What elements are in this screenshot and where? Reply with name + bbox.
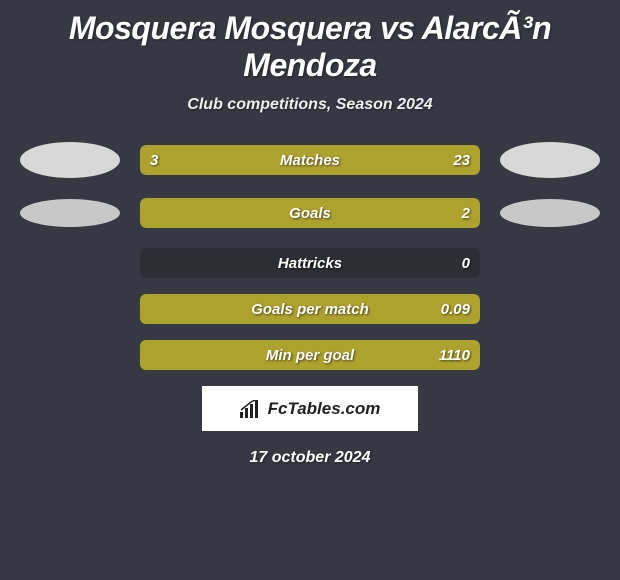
player-avatar-right (500, 142, 600, 178)
stat-value-right: 23 (453, 145, 470, 175)
player-avatar-right (500, 199, 600, 227)
subtitle: Club competitions, Season 2024 (0, 96, 620, 114)
stat-value-right: 2 (462, 198, 470, 228)
stats-area: 3Matches23 Goals2 Hattricks0 Goals per matc… (0, 142, 620, 370)
stat-label: Matches (140, 145, 480, 175)
player-avatar-left (20, 142, 120, 178)
stat-label: Goals (140, 198, 480, 228)
stat-value-right: 1110 (439, 340, 470, 370)
stat-label: Hattricks (140, 248, 480, 278)
stat-value-right: 0 (462, 248, 470, 278)
player-avatar-left (20, 199, 120, 227)
stat-bar: Min per goal1110 (140, 340, 480, 370)
stat-bar: 3Matches23 (140, 145, 480, 175)
stat-row: Hattricks0 (0, 248, 620, 278)
logo-text: FcTables.com (268, 399, 381, 419)
logo-box: FcTables.com (202, 386, 418, 431)
stat-label: Min per goal (140, 340, 480, 370)
stat-bar: Goals per match0.09 (140, 294, 480, 324)
stat-label: Goals per match (140, 294, 480, 324)
stat-row: Goals per match0.09 (0, 294, 620, 324)
stat-bar: Goals2 (140, 198, 480, 228)
stat-row: Min per goal1110 (0, 340, 620, 370)
date-line: 17 october 2024 (0, 449, 620, 467)
stat-row: Goals2 (0, 198, 620, 228)
stat-bar: Hattricks0 (140, 248, 480, 278)
stat-row: 3Matches23 (0, 142, 620, 178)
stat-value-right: 0.09 (441, 294, 470, 324)
comparison-infographic: Mosquera Mosquera vs AlarcÃ³n Mendoza Cl… (0, 0, 620, 477)
page-title: Mosquera Mosquera vs AlarcÃ³n Mendoza (0, 10, 620, 84)
chart-icon (240, 400, 262, 418)
